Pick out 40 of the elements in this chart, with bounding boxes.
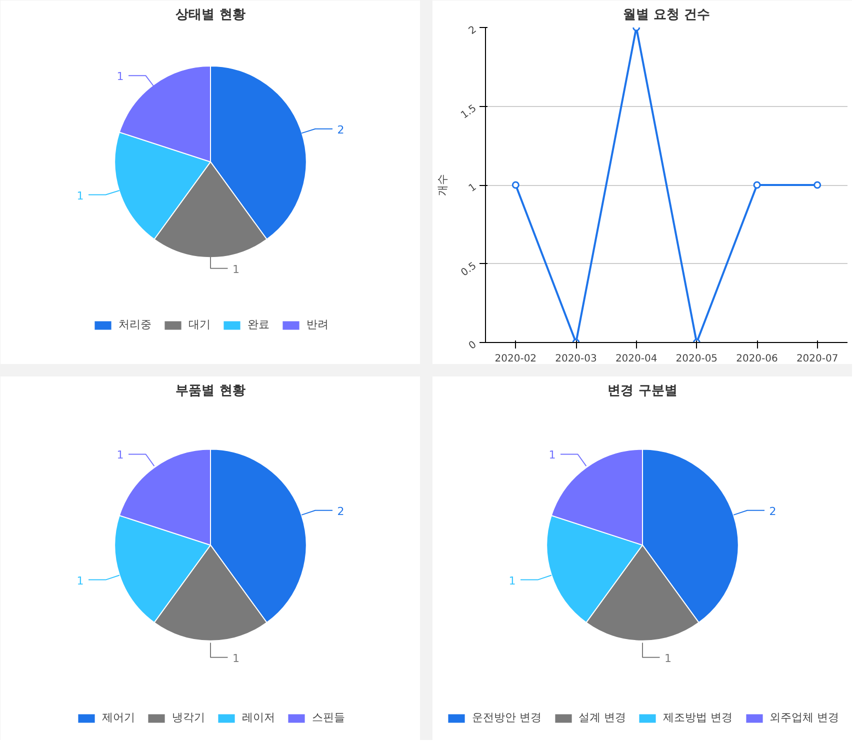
data-label: 1 — [664, 652, 672, 665]
y-axis-title: 개수 — [436, 174, 449, 196]
data-label: 2 — [337, 123, 344, 136]
x-tick-label: 2020-02 — [494, 354, 537, 364]
data-label: 1 — [232, 262, 240, 276]
legend-label: 제조방법 변경 — [663, 710, 732, 725]
legend-label: 운전방안 변경 — [472, 710, 542, 725]
y-tick-label: 0.5 — [459, 260, 479, 279]
chart-title: 변경 구분별 — [608, 384, 678, 398]
y-tick-label: 1 — [467, 182, 479, 194]
data-label: 2 — [769, 504, 776, 518]
x-tick-label: 2020-04 — [615, 354, 658, 364]
data-label: 1 — [508, 574, 516, 588]
legend-label: 스핀들 — [312, 710, 345, 725]
legend-label: 제어기 — [102, 710, 135, 725]
legend-label: 대기 — [188, 317, 210, 332]
legend-label: 반려 — [306, 317, 328, 332]
legend-label: 완료 — [248, 317, 270, 332]
y-tick-label: 0 — [467, 339, 479, 352]
data-label: 2 — [337, 504, 344, 518]
legend-label: 설계 변경 — [578, 710, 626, 725]
data-label: 1 — [548, 448, 556, 462]
x-tick-label: 2020-05 — [676, 354, 718, 364]
legend-label: 냉각기 — [172, 710, 205, 725]
data-label: 1 — [232, 652, 240, 665]
x-tick-label: 2020-06 — [736, 354, 778, 364]
chart-title: 부품별 현황 — [176, 384, 246, 398]
chart-title: 상태별 현황 — [176, 8, 246, 22]
data-label: 1 — [76, 189, 84, 202]
x-tick-label: 2020-03 — [555, 354, 597, 364]
data-label: 1 — [116, 448, 124, 462]
y-tick-label: 1.5 — [459, 103, 479, 122]
legend-label: 처리중 — [118, 317, 152, 332]
legend-label: 레이저 — [242, 710, 275, 725]
data-label: 1 — [116, 70, 124, 84]
chart-title: 월별 요청 건수 — [622, 8, 710, 22]
data-label: 1 — [76, 574, 84, 588]
legend-label: 외주업체 변경 — [770, 710, 839, 725]
y-tick-label: 2 — [467, 24, 479, 37]
x-tick-label: 2020-07 — [796, 354, 838, 364]
